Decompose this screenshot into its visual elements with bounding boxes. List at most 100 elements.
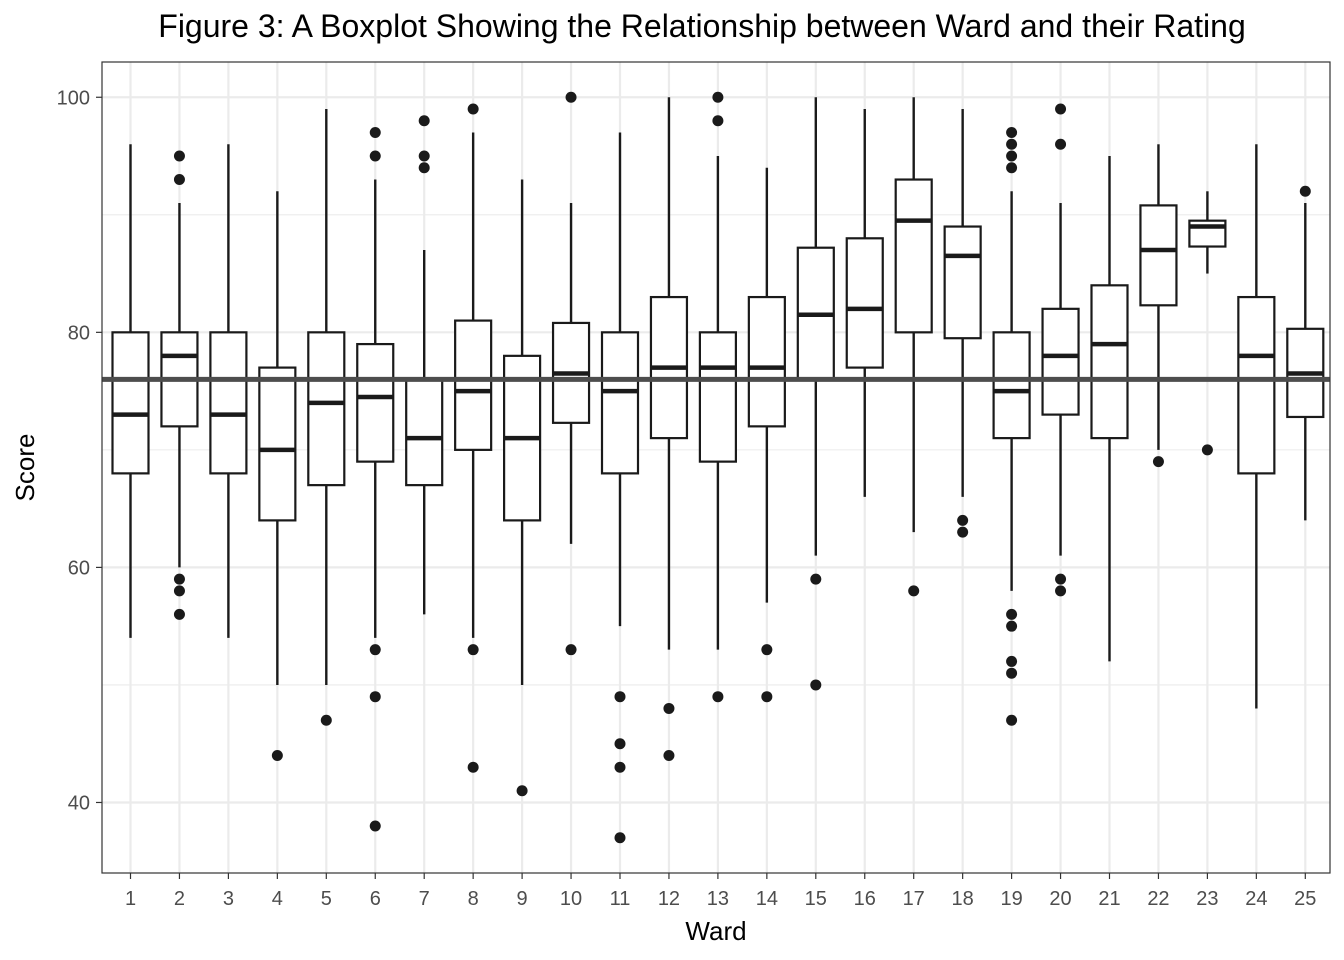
outlier-point — [467, 644, 479, 656]
outlier-point — [663, 702, 675, 714]
box-ward-7 — [405, 115, 444, 615]
plot-panel-border — [101, 61, 1331, 874]
box-iqr — [405, 378, 444, 487]
x-tick-label: 2 — [174, 888, 185, 910]
outlier-point — [418, 162, 430, 174]
outlier-point — [1055, 103, 1067, 115]
outlier-point — [1006, 714, 1018, 726]
outlier-point — [810, 679, 822, 691]
outlier-point — [173, 174, 185, 186]
box-ward-17 — [894, 97, 933, 597]
box-ward-18 — [943, 109, 982, 538]
outlier-point — [1055, 573, 1067, 585]
box-iqr — [747, 295, 786, 428]
outlier-point — [908, 585, 920, 597]
x-tick-label: 18 — [952, 888, 974, 910]
box-iqr — [992, 331, 1031, 440]
box-ward-19 — [992, 127, 1031, 726]
outlier-point — [663, 749, 675, 761]
x-tick-label: 7 — [419, 888, 430, 910]
outlier-point — [418, 150, 430, 162]
box-ward-8 — [454, 103, 493, 773]
x-tick-label: 1 — [125, 888, 136, 910]
box-iqr — [356, 342, 395, 463]
box-ward-13 — [698, 91, 738, 703]
outlier-point — [614, 761, 626, 773]
outlier-point — [369, 127, 381, 139]
box-iqr — [1139, 204, 1178, 307]
x-tick-label: 11 — [610, 888, 631, 910]
box-iqr — [1090, 284, 1129, 440]
box-ward-3 — [209, 144, 248, 638]
outlier-point — [1055, 138, 1067, 150]
boxes-group — [102, 91, 1330, 844]
outlier-point — [565, 91, 577, 103]
outlier-point — [614, 738, 626, 750]
outlier-point — [369, 691, 381, 703]
box-iqr — [698, 331, 738, 463]
outlier-point — [1201, 444, 1213, 456]
outlier-point — [369, 644, 381, 656]
box-iqr — [307, 331, 346, 487]
x-tick-label: 21 — [1098, 888, 1120, 910]
outlier-point — [369, 820, 381, 832]
x-tick-label: 13 — [707, 888, 729, 910]
x-axis-title: Ward — [685, 916, 746, 946]
outlier-point — [957, 514, 969, 526]
outlier-point — [712, 115, 724, 127]
box-iqr — [111, 331, 150, 475]
y-tick-label: 40 — [68, 792, 90, 814]
outlier-point — [810, 573, 822, 585]
outlier-point — [467, 761, 479, 773]
outlier-point — [173, 150, 185, 162]
x-tick-label: 24 — [1245, 888, 1267, 910]
chart-title: Figure 3: A Boxplot Showing the Relation… — [158, 8, 1246, 44]
x-tick-label: 16 — [854, 888, 876, 910]
box-ward-21 — [1090, 156, 1129, 662]
outlier-point — [516, 785, 528, 797]
outlier-point — [1006, 138, 1018, 150]
box-iqr — [209, 331, 248, 475]
y-axis-title: Score — [10, 434, 40, 502]
box-ward-24 — [1237, 144, 1276, 709]
outlier-point — [173, 573, 185, 585]
outlier-point — [712, 691, 724, 703]
outlier-point — [761, 691, 773, 703]
box-ward-16 — [845, 109, 884, 497]
box-iqr — [894, 178, 933, 334]
box-ward-22 — [1139, 144, 1178, 468]
box-ward-9 — [503, 179, 542, 797]
box-ward-4 — [258, 191, 297, 761]
box-ward-12 — [649, 97, 689, 761]
box-ward-6 — [356, 127, 395, 832]
outlier-point — [1006, 608, 1018, 620]
box-ward-10 — [551, 91, 591, 656]
box-iqr — [600, 331, 640, 475]
outlier-point — [1006, 620, 1018, 632]
x-tick-label: 14 — [756, 888, 778, 910]
outlier-point — [369, 150, 381, 162]
outlier-point — [1055, 585, 1067, 597]
box-iqr — [258, 366, 297, 522]
outlier-point — [1006, 150, 1018, 162]
box-ward-20 — [1041, 103, 1080, 597]
outlier-point — [1299, 185, 1311, 197]
box-ward-11 — [600, 132, 640, 844]
y-tick-label: 60 — [68, 557, 90, 579]
outlier-point — [1006, 162, 1018, 174]
box-iqr — [454, 319, 493, 451]
y-tick-label: 80 — [68, 322, 90, 344]
x-tick-label: 9 — [517, 888, 528, 910]
x-tick-label: 3 — [223, 888, 234, 910]
x-tick-label: 19 — [1000, 888, 1022, 910]
x-tick-label: 25 — [1294, 888, 1316, 910]
x-tick-label: 8 — [468, 888, 479, 910]
x-tick-label: 4 — [272, 888, 283, 910]
box-ward-5 — [307, 109, 346, 726]
x-tick-label: 10 — [560, 888, 582, 910]
y-tick-label: 100 — [57, 87, 90, 109]
outlier-point — [1006, 667, 1018, 679]
outlier-point — [957, 526, 969, 538]
outlier-point — [320, 714, 332, 726]
x-tick-label: 20 — [1049, 888, 1071, 910]
